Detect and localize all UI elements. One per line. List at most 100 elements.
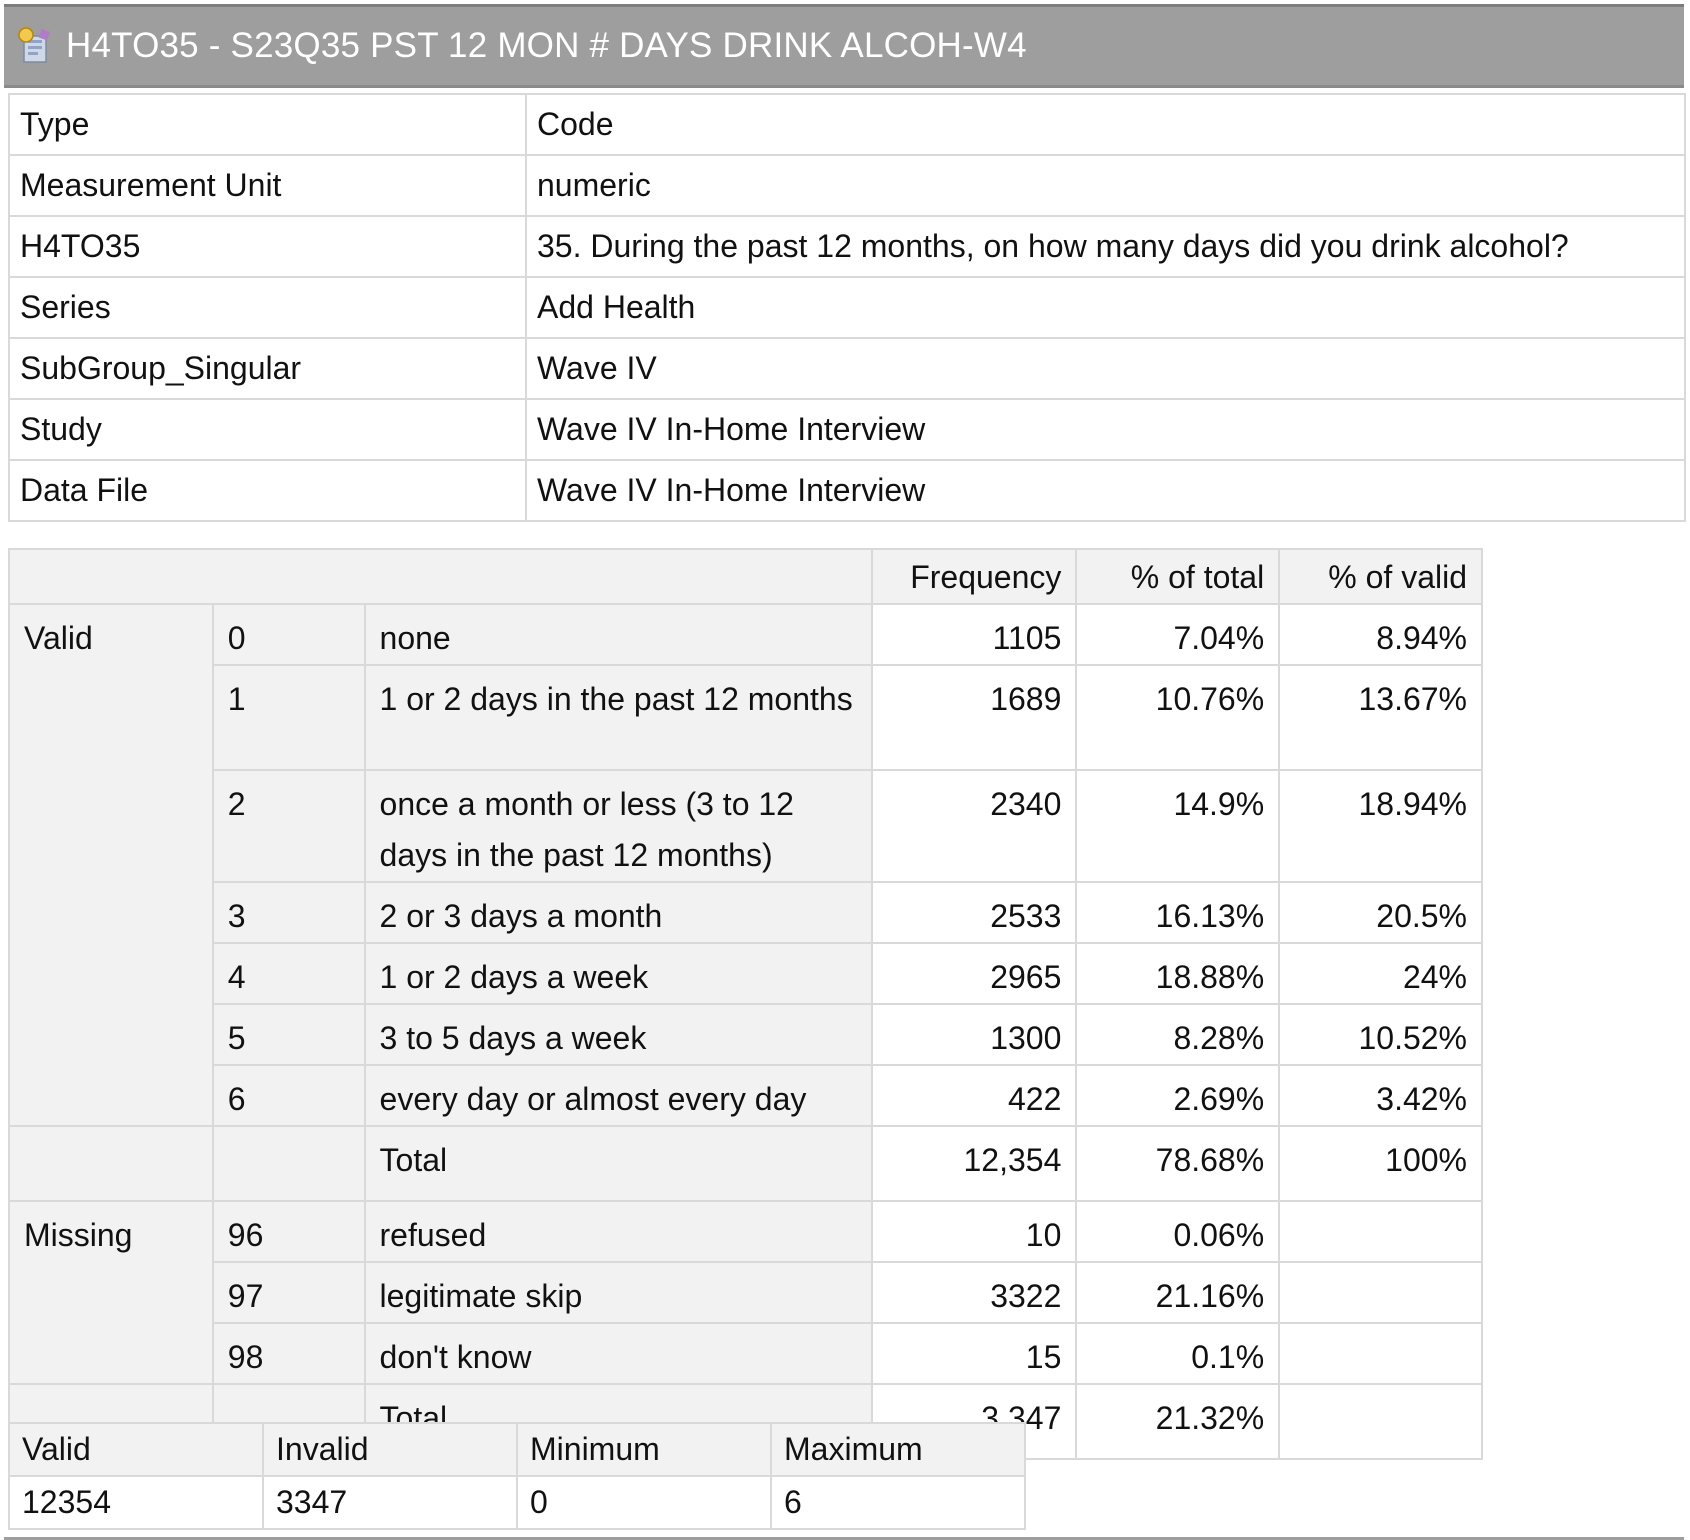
meta-row: Measurement Unit numeric [8,154,1686,217]
pct-total-cell: 0.06% [1075,1200,1281,1263]
frequency-cell: 3322 [871,1261,1078,1324]
meta-key: Measurement Unit [8,154,527,217]
pct-total-cell: 8.28% [1075,1003,1281,1066]
table-row: 6 every day or almost every day 422 2.69… [9,1064,1483,1127]
pct-total-header: % of total [1075,548,1281,605]
meta-key: Type [8,93,527,156]
meta-value: Wave IV In-Home Interview [525,459,1686,522]
pct-total-cell: 7.04% [1075,603,1281,666]
code-cell: 3 [211,881,366,944]
meta-key: Study [8,398,527,461]
label-cell: every day or almost every day [363,1064,874,1127]
meta-row: Data File Wave IV In-Home Interview [8,459,1686,522]
table-row: 4 1 or 2 days a week 2965 18.88% 24% [9,942,1483,1005]
pct-valid-cell [1278,1261,1483,1324]
meta-value: numeric [525,154,1686,217]
frequency-cell: 12,354 [871,1125,1078,1202]
meta-value: Code [525,93,1686,156]
pct-valid-cell [1278,1200,1483,1263]
pct-valid-cell: 3.42% [1278,1064,1483,1127]
meta-row: SubGroup_Singular Wave IV [8,337,1686,400]
summary-header: Invalid [262,1422,518,1477]
pct-valid-cell: 20.5% [1278,881,1483,944]
meta-row: Type Code [8,93,1686,156]
summary-value: 0 [516,1475,772,1530]
blank-cell [211,1125,366,1202]
pct-total-cell: 21.16% [1075,1261,1281,1324]
frequency-cell: 422 [871,1064,1078,1127]
pct-total-cell: 21.32% [1075,1383,1281,1460]
frequency-cell: 1105 [871,603,1078,666]
label-cell: once a month or less (3 to 12 days in th… [363,769,874,883]
label-cell: legitimate skip [363,1261,874,1324]
table-row: Missing 96 refused 10 0.06% [8,1200,1483,1385]
code-cell: 2 [211,769,366,883]
summary-value-row: 12354 3347 0 6 [8,1475,1026,1530]
pct-valid-header: % of valid [1278,548,1483,605]
label-cell: don't know [363,1322,874,1385]
meta-row: H4TO35 35. During the past 12 months, on … [8,215,1686,278]
summary-header-row: Valid Invalid Minimum Maximum [8,1422,1026,1477]
code-cell: 97 [211,1261,366,1324]
meta-key: H4TO35 [8,215,527,278]
meta-value: Wave IV In-Home Interview [525,398,1686,461]
frequency-cell: 1689 [871,664,1078,771]
table-row: 2 once a month or less (3 to 12 days in … [9,769,1483,883]
frequency-table: Frequency % of total % of valid Valid 0 … [7,548,1483,1460]
pct-total-cell: 10.76% [1075,664,1281,771]
meta-key: SubGroup_Singular [8,337,527,400]
pct-valid-cell [1278,1383,1483,1460]
frequency-cell: 1300 [871,1003,1078,1066]
summary-header: Minimum [516,1422,772,1477]
pct-total-cell: 14.9% [1075,769,1281,883]
blank-cell [8,1125,214,1202]
code-cell: 0 [211,603,366,666]
summary-header: Valid [8,1422,264,1477]
missing-group-label: Missing [8,1200,214,1385]
summary-table: Valid Invalid Minimum Maximum 12354 3347… [8,1422,1026,1530]
pct-total-cell: 18.88% [1075,942,1281,1005]
code-cell: 96 [211,1200,366,1263]
label-cell: 1 or 2 days a week [363,942,874,1005]
table-row: 1 1 or 2 days in the past 12 months 1689… [9,664,1483,771]
pct-valid-cell: 18.94% [1278,769,1483,883]
pct-total-cell: 16.13% [1075,881,1281,944]
frequency-cell: 2533 [871,881,1078,944]
table-row: 5 3 to 5 days a week 1300 8.28% 10.52% [9,1003,1483,1066]
meta-key: Series [8,276,527,339]
page-title: H4TO35 - S23Q35 PST 12 MON # DAYS DRINK … [66,26,1027,65]
summary-header: Maximum [770,1422,1026,1477]
table-row: 97 legitimate skip 3322 21.16% [9,1261,1483,1324]
pct-valid-cell [1278,1322,1483,1385]
pct-valid-cell: 13.67% [1278,664,1483,771]
pct-valid-cell: 8.94% [1278,603,1483,666]
label-cell: refused [363,1200,874,1263]
code-cell: 6 [211,1064,366,1127]
table-row: Valid 0 none 1105 7.04% 8.94% [8,603,1483,1127]
total-label: Total [363,1125,874,1202]
frequency-cell: 2340 [871,769,1078,883]
metadata-table: Type Code Measurement Unit numeric H4TO35 3… [8,93,1686,522]
valid-group-label: Valid [8,603,214,1127]
meta-value: Add Health [525,276,1686,339]
label-cell: 1 or 2 days in the past 12 months [363,664,874,771]
frequency-cell: 2965 [871,942,1078,1005]
meta-row: Series Add Health [8,276,1686,339]
frequency-header: Frequency [871,548,1078,605]
code-cell: 98 [211,1322,366,1385]
meta-key: Data File [8,459,527,522]
pct-total-cell: 2.69% [1075,1064,1281,1127]
frequency-cell: 10 [871,1200,1078,1263]
label-cell: 2 or 3 days a month [363,881,874,944]
frequency-cell: 15 [871,1322,1078,1385]
code-cell: 5 [211,1003,366,1066]
code-cell: 1 [211,664,366,771]
summary-value: 6 [770,1475,1026,1530]
meta-row: Study Wave IV In-Home Interview [8,398,1686,461]
summary-value: 12354 [8,1475,264,1530]
meta-value: 35. During the past 12 months, on how ma… [525,215,1686,278]
pct-total-cell: 78.68% [1075,1125,1281,1202]
table-row: 3 2 or 3 days a month 2533 16.13% 20.5% [9,881,1483,944]
table-row: 98 don't know 15 0.1% [9,1322,1483,1385]
meta-value: Wave IV [525,337,1686,400]
